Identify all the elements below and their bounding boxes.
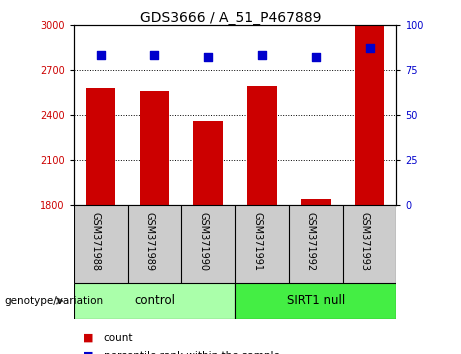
Point: [97, 53, 104, 58]
Text: percentile rank within the sample: percentile rank within the sample: [104, 351, 280, 354]
Text: GSM371988: GSM371988: [91, 212, 100, 270]
Text: GDS3666 / A_51_P467889: GDS3666 / A_51_P467889: [140, 11, 321, 25]
Text: GSM371990: GSM371990: [198, 212, 208, 270]
Text: GSM371993: GSM371993: [360, 212, 370, 270]
Point: [205, 55, 212, 60]
Point: [258, 53, 266, 58]
Bar: [355, 25, 384, 205]
Bar: [86, 88, 115, 205]
Text: ■: ■: [83, 351, 94, 354]
Text: GSM371991: GSM371991: [252, 212, 262, 270]
Bar: [235, 283, 396, 319]
Bar: [140, 91, 169, 205]
Text: GSM371992: GSM371992: [306, 212, 316, 271]
Bar: [74, 283, 235, 319]
Text: GSM371989: GSM371989: [144, 212, 154, 270]
Point: [312, 55, 319, 60]
Point: [151, 53, 158, 58]
Text: control: control: [134, 295, 175, 307]
Point: [366, 45, 373, 51]
Text: ■: ■: [83, 333, 94, 343]
Bar: [247, 86, 277, 205]
Bar: [301, 199, 331, 205]
Text: count: count: [104, 333, 133, 343]
Text: SIRT1 null: SIRT1 null: [287, 295, 345, 307]
Text: genotype/variation: genotype/variation: [5, 296, 104, 306]
Bar: [194, 121, 223, 205]
